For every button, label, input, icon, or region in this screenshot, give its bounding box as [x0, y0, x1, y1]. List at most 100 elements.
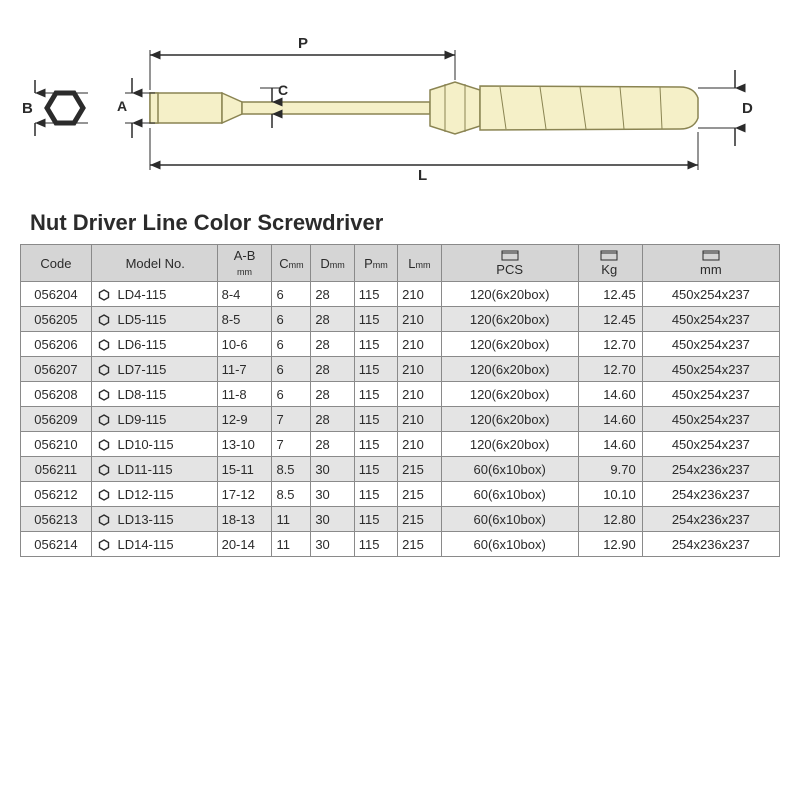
cell-dim: 254x236x237	[642, 532, 779, 557]
cell-model: LD14-115	[91, 532, 217, 557]
cell-code: 056207	[21, 357, 92, 382]
table-row: 056205 LD5-1158-5628115210120(6x20box)12…	[21, 307, 780, 332]
cell-p: 115	[354, 432, 397, 457]
cell-pcs: 120(6x20box)	[441, 407, 578, 432]
cell-ab: 15-11	[217, 457, 272, 482]
cell-dim: 450x254x237	[642, 307, 779, 332]
table-row: 056208 LD8-11511-8628115210120(6x20box)1…	[21, 382, 780, 407]
dimension-diagram: B A C P D L	[20, 20, 780, 190]
cell-code: 056212	[21, 482, 92, 507]
label-P: P	[298, 35, 308, 52]
table-row: 056213 LD13-11518-13113011521560(6x10box…	[21, 507, 780, 532]
cell-d: 28	[311, 407, 354, 432]
cell-pcs: 120(6x20box)	[441, 357, 578, 382]
cell-ab: 8-5	[217, 307, 272, 332]
th-ab: A-Bmm	[217, 245, 272, 282]
cell-l: 215	[398, 532, 441, 557]
cell-kg: 10.10	[578, 482, 642, 507]
cell-pcs: 60(6x10box)	[441, 482, 578, 507]
cell-dim: 450x254x237	[642, 432, 779, 457]
cell-d: 30	[311, 507, 354, 532]
cell-model: LD11-115	[91, 457, 217, 482]
hex-cross-section	[47, 93, 83, 123]
cell-p: 115	[354, 532, 397, 557]
cell-kg: 12.45	[578, 307, 642, 332]
th-p: Pmm	[354, 245, 397, 282]
cell-code: 056209	[21, 407, 92, 432]
cell-ab: 8-4	[217, 282, 272, 307]
cell-ab: 13-10	[217, 432, 272, 457]
cell-model: LD6-115	[91, 332, 217, 357]
cell-c: 6	[272, 357, 311, 382]
th-c: Cmm	[272, 245, 311, 282]
cell-pcs: 60(6x10box)	[441, 457, 578, 482]
cell-code: 056204	[21, 282, 92, 307]
cell-l: 210	[398, 357, 441, 382]
cell-kg: 12.45	[578, 282, 642, 307]
cell-p: 115	[354, 282, 397, 307]
label-A: A	[117, 98, 127, 114]
table-row: 056212 LD12-11517-128.53011521560(6x10bo…	[21, 482, 780, 507]
cell-d: 28	[311, 282, 354, 307]
cell-model: LD5-115	[91, 307, 217, 332]
table-row: 056207 LD7-11511-7628115210120(6x20box)1…	[21, 357, 780, 382]
cell-model: LD10-115	[91, 432, 217, 457]
label-L: L	[418, 167, 427, 184]
label-D: D	[742, 100, 753, 117]
cell-ab: 17-12	[217, 482, 272, 507]
cell-code: 056211	[21, 457, 92, 482]
cell-ab: 18-13	[217, 507, 272, 532]
cell-l: 210	[398, 282, 441, 307]
table-row: 056209 LD9-11512-9728115210120(6x20box)1…	[21, 407, 780, 432]
cell-p: 115	[354, 382, 397, 407]
cell-c: 7	[272, 407, 311, 432]
cell-d: 30	[311, 482, 354, 507]
cell-l: 210	[398, 407, 441, 432]
cell-d: 28	[311, 332, 354, 357]
th-model: Model No.	[91, 245, 217, 282]
cell-code: 056214	[21, 532, 92, 557]
cell-c: 8.5	[272, 457, 311, 482]
cell-kg: 12.90	[578, 532, 642, 557]
cell-c: 11	[272, 507, 311, 532]
cell-ab: 11-7	[217, 357, 272, 382]
th-code: Code	[21, 245, 92, 282]
cell-kg: 12.70	[578, 332, 642, 357]
cell-p: 115	[354, 307, 397, 332]
label-B: B	[22, 100, 33, 117]
cell-pcs: 120(6x20box)	[441, 332, 578, 357]
cell-dim: 254x236x237	[642, 482, 779, 507]
th-dim: mm	[642, 245, 779, 282]
th-d: Dmm	[311, 245, 354, 282]
cell-kg: 12.70	[578, 357, 642, 382]
cell-kg: 14.60	[578, 432, 642, 457]
th-kg: Kg	[578, 245, 642, 282]
cell-pcs: 120(6x20box)	[441, 307, 578, 332]
cell-p: 115	[354, 457, 397, 482]
table-row: 056206 LD6-11510-6628115210120(6x20box)1…	[21, 332, 780, 357]
cell-dim: 450x254x237	[642, 382, 779, 407]
cell-ab: 20-14	[217, 532, 272, 557]
page-title: Nut Driver Line Color Screwdriver	[30, 210, 780, 236]
cell-c: 6	[272, 332, 311, 357]
spec-table: Code Model No. A-Bmm Cmm Dmm Pmm Lmm PCS…	[20, 244, 780, 557]
th-l: Lmm	[398, 245, 441, 282]
cell-d: 30	[311, 457, 354, 482]
cell-p: 115	[354, 357, 397, 382]
cell-kg: 12.80	[578, 507, 642, 532]
cell-kg: 9.70	[578, 457, 642, 482]
cell-p: 115	[354, 407, 397, 432]
cell-model: LD4-115	[91, 282, 217, 307]
cell-p: 115	[354, 507, 397, 532]
cell-pcs: 60(6x10box)	[441, 532, 578, 557]
cell-l: 210	[398, 307, 441, 332]
cell-code: 056208	[21, 382, 92, 407]
cell-dim: 450x254x237	[642, 282, 779, 307]
table-row: 056204 LD4-1158-4628115210120(6x20box)12…	[21, 282, 780, 307]
table-row: 056211 LD11-11515-118.53011521560(6x10bo…	[21, 457, 780, 482]
cell-code: 056210	[21, 432, 92, 457]
cell-model: LD7-115	[91, 357, 217, 382]
cell-d: 28	[311, 432, 354, 457]
label-C: C	[278, 82, 288, 98]
cell-p: 115	[354, 482, 397, 507]
